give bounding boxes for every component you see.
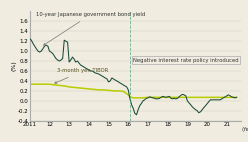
Text: 3-month yen TIBOR: 3-month yen TIBOR	[55, 68, 109, 83]
Text: (Year): (Year)	[242, 127, 248, 132]
Text: 10-year Japanese government bond yield: 10-year Japanese government bond yield	[36, 12, 145, 45]
Y-axis label: (%): (%)	[11, 61, 16, 71]
Text: Negative interest rate policy introduced: Negative interest rate policy introduced	[133, 58, 239, 63]
